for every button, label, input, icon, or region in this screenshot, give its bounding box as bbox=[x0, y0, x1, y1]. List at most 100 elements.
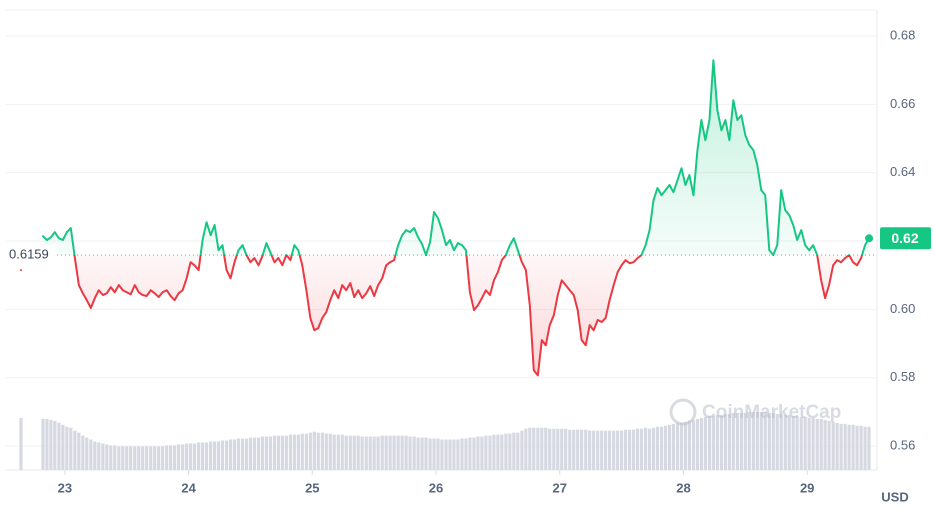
volume-bar bbox=[512, 432, 516, 470]
volume-bar bbox=[759, 412, 763, 470]
volume-bar bbox=[109, 445, 113, 470]
volume-bar bbox=[544, 427, 548, 470]
volume-bar bbox=[727, 413, 731, 470]
volume-bar bbox=[400, 435, 404, 470]
volume-bar bbox=[77, 432, 81, 470]
volume-bar bbox=[200, 442, 205, 470]
volume-bar bbox=[69, 427, 73, 470]
volume-bar bbox=[691, 419, 696, 470]
volume-bar bbox=[735, 412, 740, 470]
volume-bar bbox=[300, 433, 304, 470]
volume-bar bbox=[867, 426, 871, 470]
volume-bar bbox=[651, 427, 656, 470]
volume-bar bbox=[276, 435, 281, 470]
volume-bar bbox=[153, 446, 157, 470]
volume-bar bbox=[240, 438, 245, 470]
volume-bar bbox=[468, 437, 472, 470]
volume-bar bbox=[843, 423, 847, 470]
volume-bar bbox=[659, 426, 664, 470]
volume-bar bbox=[548, 428, 552, 470]
volume-bar bbox=[236, 438, 241, 470]
volume-bar bbox=[635, 428, 640, 470]
volume-bar bbox=[671, 423, 676, 470]
volume-bar bbox=[212, 441, 217, 470]
volume-bar bbox=[364, 436, 368, 470]
volume-bar bbox=[268, 436, 272, 470]
volume-bar bbox=[161, 446, 165, 470]
volume-bar bbox=[57, 422, 61, 470]
volume-bar bbox=[85, 437, 89, 470]
volume-bar bbox=[480, 436, 484, 470]
volume-bar bbox=[472, 437, 476, 470]
volume-bar bbox=[767, 412, 771, 470]
volume-bar bbox=[133, 446, 137, 470]
volume-bar bbox=[440, 439, 444, 470]
volume-bar bbox=[711, 415, 716, 470]
volume-bar bbox=[612, 430, 616, 470]
watermark-logo bbox=[669, 398, 697, 426]
volume-bar bbox=[568, 429, 572, 470]
volume-bar bbox=[256, 437, 261, 470]
volume-bar bbox=[787, 414, 791, 470]
current-price-dot bbox=[865, 234, 874, 243]
volume-bar bbox=[699, 417, 704, 470]
volume-bar bbox=[791, 415, 795, 470]
volume-bar bbox=[185, 443, 189, 470]
volume-bar bbox=[783, 414, 787, 470]
volume-bar bbox=[41, 418, 45, 470]
volume-bar bbox=[504, 433, 508, 470]
volume-bar bbox=[819, 418, 823, 470]
volume-bar bbox=[588, 430, 592, 470]
volume-bar bbox=[448, 439, 452, 470]
volume-bar bbox=[320, 432, 324, 470]
x-tick-label: 27 bbox=[553, 480, 567, 495]
y-tick-label: 0.66 bbox=[890, 96, 915, 111]
volume-bar bbox=[707, 415, 712, 470]
volume-bar bbox=[823, 419, 827, 470]
volume-bar bbox=[620, 430, 624, 470]
volume-bar bbox=[600, 430, 604, 470]
volume-bar bbox=[540, 427, 544, 470]
volume-bar bbox=[584, 429, 588, 470]
volume-bar bbox=[847, 424, 851, 470]
volume-bar bbox=[173, 445, 177, 470]
volume-bar bbox=[244, 438, 249, 470]
volume-bar bbox=[616, 430, 620, 470]
volume-bar bbox=[500, 434, 504, 470]
volume-bar bbox=[516, 432, 520, 470]
volume-bar bbox=[560, 428, 564, 470]
volume-bar bbox=[264, 436, 269, 470]
watermark-text: CoinMarketCap bbox=[702, 402, 841, 423]
volume-bar bbox=[220, 440, 225, 470]
volume-bar bbox=[348, 435, 352, 470]
volume-bar bbox=[687, 420, 692, 470]
volume-bar bbox=[532, 427, 536, 470]
volume-bar bbox=[93, 441, 97, 470]
volume-bar bbox=[452, 439, 456, 470]
volume-bar bbox=[204, 442, 209, 470]
volume-bar bbox=[815, 418, 819, 470]
volume-bar bbox=[536, 427, 540, 470]
volume-bar bbox=[807, 417, 811, 470]
volume-bar bbox=[228, 439, 233, 470]
volume-bar bbox=[655, 426, 660, 470]
watermark: CoinMarketCap bbox=[669, 398, 841, 426]
volume-bar bbox=[592, 430, 596, 470]
volume-bar bbox=[420, 437, 424, 470]
volume-bar bbox=[695, 418, 700, 470]
volume-bar bbox=[352, 435, 356, 470]
volume-bar bbox=[388, 435, 392, 470]
volume-bar bbox=[260, 436, 265, 470]
volume-bar bbox=[129, 446, 133, 470]
volume-bar bbox=[528, 427, 532, 470]
volume-bar bbox=[596, 430, 600, 470]
volume-bar bbox=[723, 413, 728, 470]
volume-bar bbox=[344, 435, 348, 470]
volume-bar bbox=[751, 412, 755, 470]
volume-bar bbox=[188, 443, 193, 470]
volume-bar bbox=[424, 437, 428, 470]
baseline-label-box bbox=[5, 245, 57, 266]
volume-bar bbox=[308, 432, 312, 470]
volume-bar bbox=[715, 414, 719, 470]
